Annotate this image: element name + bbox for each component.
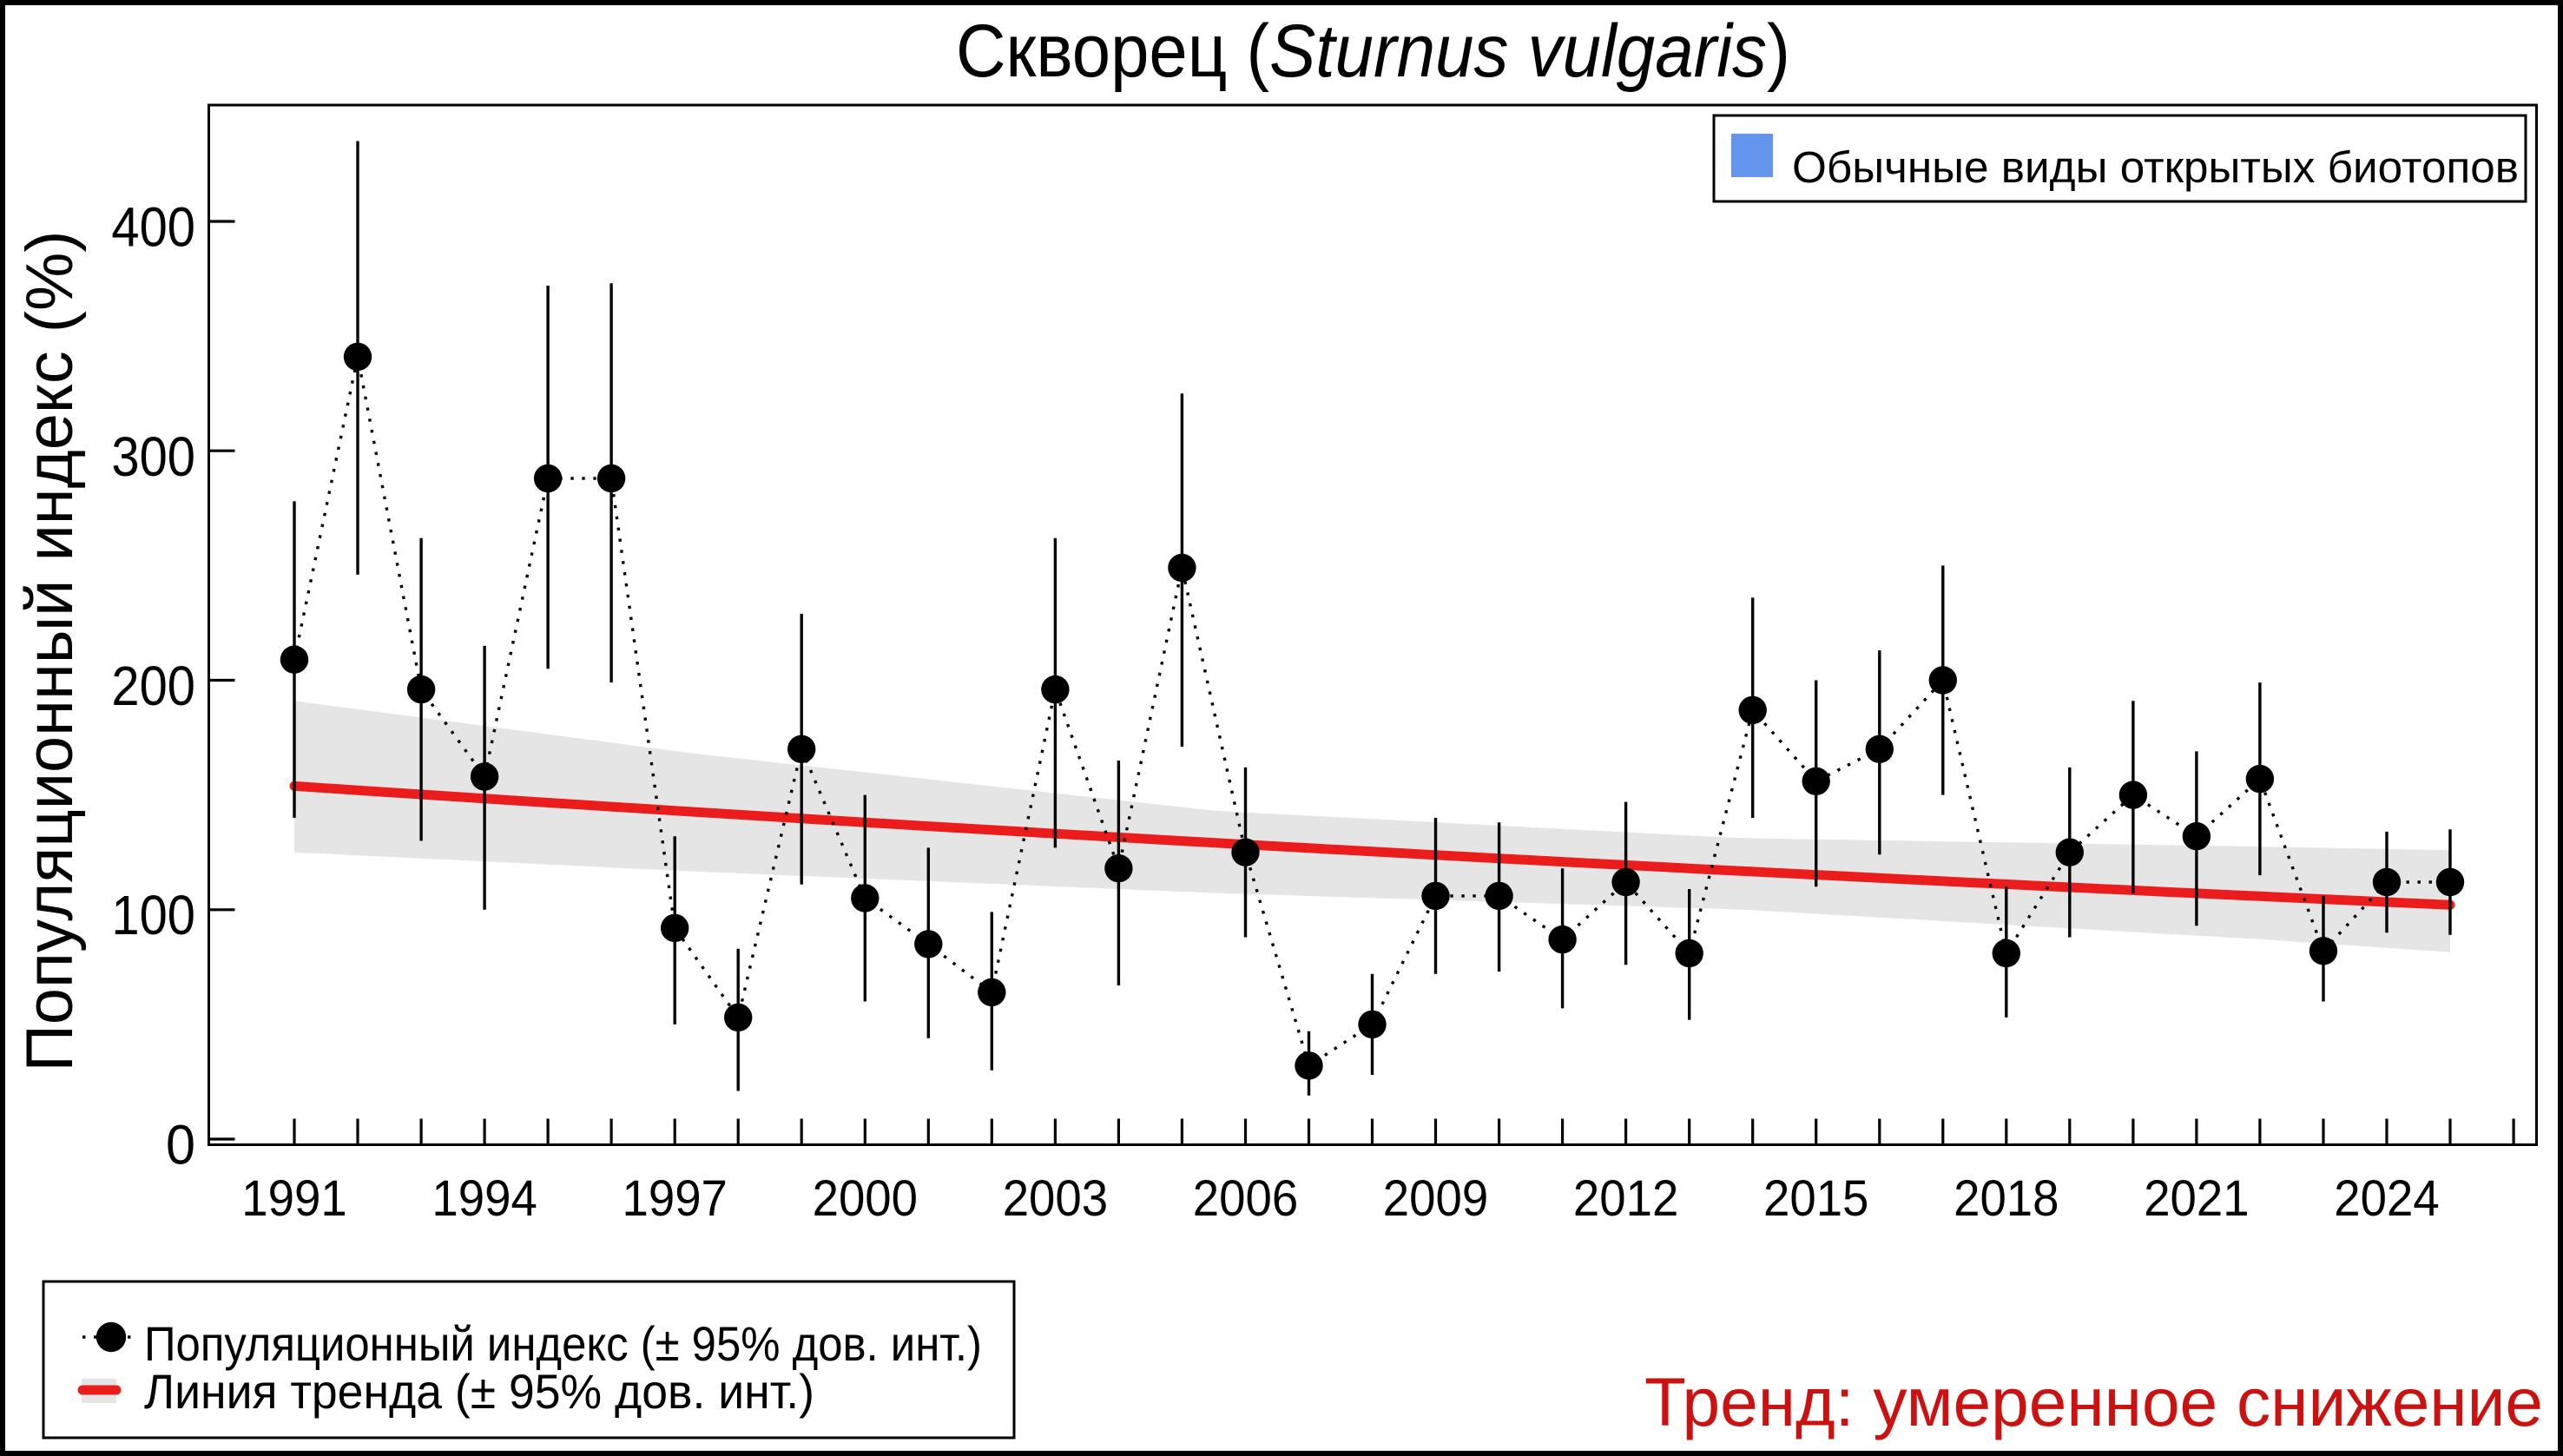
svg-text:300: 300 — [111, 425, 195, 488]
svg-text:Популяционный индекс (%): Популяционный индекс (%) — [13, 231, 87, 1072]
svg-text:2015: 2015 — [1763, 1170, 1868, 1227]
svg-text:1994: 1994 — [432, 1170, 537, 1227]
svg-text:2024: 2024 — [2334, 1170, 2439, 1227]
svg-text:2009: 2009 — [1383, 1170, 1488, 1227]
svg-text:1991: 1991 — [241, 1170, 346, 1227]
svg-text:2000: 2000 — [813, 1170, 918, 1227]
svg-text:Линия тренда (± 95% дов. инт.): Линия тренда (± 95% дов. инт.) — [144, 1364, 814, 1419]
svg-text:Обычные виды открытых биотопов: Обычные виды открытых биотопов — [1792, 142, 2519, 192]
svg-text:Скворец (Sturnus vulgaris): Скворец (Sturnus vulgaris) — [956, 10, 1790, 93]
svg-text:2006: 2006 — [1193, 1170, 1298, 1227]
svg-text:2003: 2003 — [1003, 1170, 1108, 1227]
svg-text:0: 0 — [166, 1114, 195, 1176]
svg-text:400: 400 — [111, 196, 195, 259]
svg-text:2012: 2012 — [1573, 1170, 1678, 1227]
svg-text:200: 200 — [111, 655, 195, 717]
svg-text:Тренд: умеренное снижение: Тренд: умеренное снижение — [1644, 1363, 2543, 1440]
svg-text:2021: 2021 — [2144, 1170, 2249, 1227]
svg-text:1997: 1997 — [623, 1170, 728, 1227]
svg-text:2018: 2018 — [1954, 1170, 2059, 1227]
svg-text:Популяционный индекс (± 95% до: Популяционный индекс (± 95% дов. инт.) — [144, 1316, 982, 1371]
svg-text:100: 100 — [111, 884, 195, 946]
